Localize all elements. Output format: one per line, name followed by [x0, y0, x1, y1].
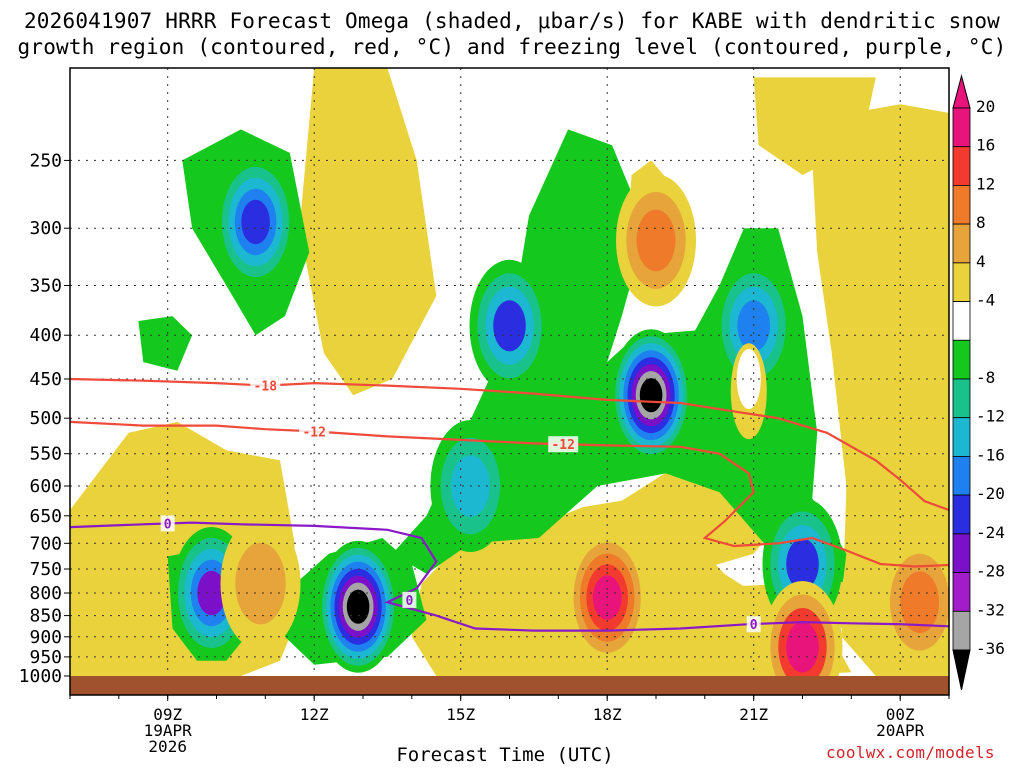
colorbar-label-20: 20	[976, 97, 995, 116]
site-credit: coolwx.com/models	[826, 743, 995, 762]
grid-lines	[70, 68, 949, 676]
freezing-label-0-b: 0	[405, 594, 413, 609]
colorbar-label-12: 12	[976, 174, 995, 193]
freezing-level-line	[70, 521, 949, 632]
y-tick-label-250: 250	[29, 150, 62, 171]
omega-region-rising-4	[138, 316, 193, 371]
contour-lines: -18 -12 -12 0 0 0	[70, 377, 949, 633]
y-tick-label-850: 850	[29, 606, 62, 627]
omega-region-weak-4	[812, 104, 949, 676]
freezing-label-0-b-bg	[402, 591, 417, 608]
freezing-label-0-bg	[160, 515, 175, 532]
dendritic-line--18	[70, 377, 949, 512]
x-tick-sublabel-09Z-0: 19APR	[144, 721, 193, 740]
colorbar-bin--36	[952, 610, 971, 651]
colorbar-label--16: -16	[976, 445, 1005, 464]
dendritic-label--12-b: -12	[551, 438, 574, 453]
omega-cell-1-level--28	[197, 570, 226, 616]
ground-below-surface	[70, 676, 949, 695]
colorbar-label--12: -12	[976, 407, 1005, 426]
colorbar-label--4: -4	[976, 291, 995, 310]
y-tick-label-1000: 1000	[19, 666, 62, 687]
colorbar-top-arrow	[952, 74, 971, 109]
colorbar-bin-4	[952, 262, 971, 302]
colorbar-label--28: -28	[976, 562, 1005, 581]
plot-area: -18 -12 -12 0 0 0	[70, 68, 949, 676]
omega-gap-inner	[736, 349, 761, 410]
y-tick-label-750: 750	[29, 559, 62, 580]
omega-cell-12-level-8	[235, 542, 286, 625]
colorbar-label--24: -24	[976, 523, 1005, 542]
dendritic-label--12-b-bg	[548, 436, 579, 453]
x-axis-title: Forecast Time (UTC)	[396, 744, 614, 766]
freezing-label-0-c-bg	[746, 616, 761, 633]
dendritic-label--12: -12	[302, 425, 325, 440]
colorbar-label-8: 8	[976, 213, 986, 232]
colorbar-label--20: -20	[976, 484, 1005, 503]
dendritic-label--18-bg	[250, 377, 281, 394]
freezing-label-0-c: 0	[750, 618, 758, 633]
omega-cell-2-level--40	[346, 589, 370, 624]
colorbar-label-16: 16	[976, 136, 995, 155]
chart-title-line-2: growth region (contoured, red, °C) and f…	[17, 35, 1007, 59]
y-tick-label-450: 450	[29, 369, 62, 390]
colorbar-bin-12	[952, 184, 971, 225]
omega-cell-5-level--40	[639, 378, 663, 413]
y-tick-label-950: 950	[29, 647, 62, 668]
y-tick-label-800: 800	[29, 583, 62, 604]
y-tick-label-650: 650	[29, 506, 62, 527]
x-tick-label-12Z: 12Z	[300, 705, 329, 724]
colorbar-bin--8	[952, 339, 971, 380]
x-tick-label-00Z: 00Z	[886, 705, 915, 724]
y-tick-label-600: 600	[29, 476, 62, 497]
x-tick-label-09Z: 09Z	[153, 705, 182, 724]
omega-shading	[70, 68, 949, 676]
x-tick-sublabel-00Z-0: 20APR	[876, 721, 925, 740]
omega-cell-0-level--24	[241, 199, 270, 245]
colorbar-bottom-arrow	[952, 649, 971, 691]
colorbar-label--8: -8	[976, 368, 995, 387]
omega-cell-9-level-20	[786, 621, 819, 673]
omega-cell-7-level--24	[786, 538, 819, 590]
colorbar-bin--32	[952, 572, 971, 612]
omega-cell-3-level--24	[493, 300, 526, 352]
omega-cell-11-level-12	[900, 571, 940, 633]
colorbar-bin--24	[952, 494, 971, 535]
y-tick-label-900: 900	[29, 627, 62, 648]
colorbar-bin--20	[952, 455, 971, 496]
omega-region-weak-1	[299, 68, 437, 396]
y-tick-label-300: 300	[29, 218, 62, 239]
colorbar-label-4: 4	[976, 252, 986, 271]
y-tick-label-500: 500	[29, 408, 62, 429]
x-tick-label-21Z: 21Z	[739, 705, 768, 724]
colorbar-label--32: -32	[976, 600, 1005, 619]
y-axis: 2503003504004505005506006507007508008509…	[19, 150, 70, 687]
y-tick-label-350: 350	[29, 276, 62, 297]
x-tick-label-18Z: 18Z	[593, 705, 622, 724]
colorbar-bin--28	[952, 533, 971, 574]
dendritic-label--18: -18	[254, 380, 278, 395]
colorbar-bin--4	[952, 301, 971, 341]
y-tick-label-550: 550	[29, 444, 62, 465]
colorbar-bin-8	[952, 223, 971, 264]
y-tick-label-700: 700	[29, 533, 62, 554]
x-tick-sublabel-09Z-1: 2026	[148, 737, 187, 756]
y-tick-label-400: 400	[29, 325, 62, 346]
chart-title-line-1: 2026041907 HRRR Forecast Omega (shaded, …	[23, 9, 1001, 33]
colorbar-bin-20	[952, 107, 971, 148]
colorbar: 20 16 12 8 4 -4 -8 -12 -16 -20 -24 -28 -32 -36	[952, 74, 1005, 691]
freezing-label-0: 0	[164, 517, 172, 532]
colorbar-bin--16	[952, 417, 971, 457]
colorbar-bin-16	[952, 146, 971, 186]
dendritic-line--12	[70, 420, 949, 568]
omega-cell-10-level-12	[636, 209, 676, 272]
x-tick-label-15Z: 15Z	[446, 705, 475, 724]
colorbar-label--36: -36	[976, 639, 1005, 658]
dendritic-label--12-bg	[299, 423, 330, 440]
omega-region-weak-6	[753, 77, 876, 175]
colorbar-bin--12	[952, 378, 971, 419]
